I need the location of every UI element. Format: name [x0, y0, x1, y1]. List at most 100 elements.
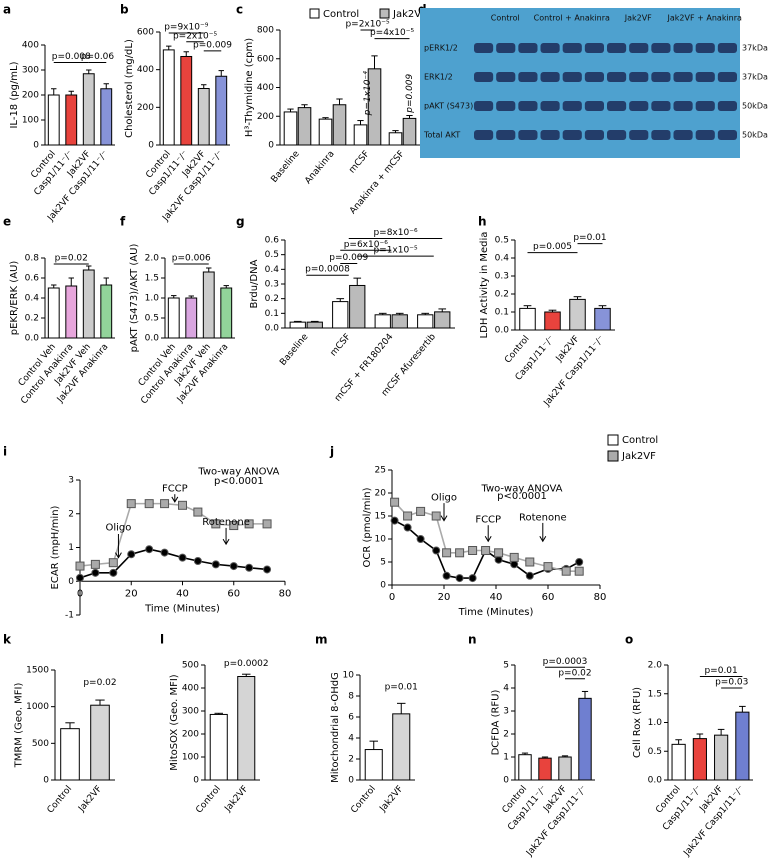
blot-column-label: Control + Anakinra [534, 14, 610, 23]
y-tick-label: 3 [68, 476, 74, 486]
marker [193, 557, 202, 565]
bar [332, 104, 347, 146]
x-tick-label: mCSF [329, 332, 353, 358]
blot-band [673, 43, 693, 53]
y-tick-label: 0.4 [25, 294, 40, 304]
marker [561, 566, 571, 576]
y-tick-label: 200 [22, 91, 39, 101]
annotation: Two-way ANOVA [480, 483, 562, 494]
y-tick-label: 800 [257, 26, 274, 36]
panel-letter: l [160, 633, 164, 647]
panel-letter: f [120, 215, 126, 229]
bar [209, 713, 228, 781]
annotation: p=6x10⁻⁶ [344, 240, 389, 250]
marker [263, 565, 272, 574]
bar [220, 287, 233, 339]
x-tick-label: Control [349, 784, 378, 815]
bar [283, 111, 298, 146]
y-tick-label: 0 [68, 577, 74, 587]
blot-band [651, 130, 671, 140]
y-tick-label: 200 [137, 103, 154, 113]
x-tick-label: Control [46, 784, 75, 815]
annotation: Rotenone [519, 512, 567, 523]
bar [518, 754, 532, 781]
panel-letter: o [625, 633, 633, 647]
annotation: p=0.06 [81, 52, 115, 62]
blot-band [717, 43, 737, 53]
blot-band [717, 130, 737, 140]
blot-band [474, 101, 494, 111]
panel-letter: e [3, 215, 11, 229]
legend-swatch [309, 8, 320, 19]
y-tick-label: 200 [182, 730, 199, 740]
y-tick-label: 400 [257, 83, 274, 93]
panel-letter: n [468, 633, 477, 647]
panel-letter: k [3, 633, 12, 647]
legend-swatch [607, 450, 619, 462]
bar [578, 697, 592, 781]
legend-swatch [607, 434, 619, 446]
y-axis-title: Mitochondrial 8-OHdG [330, 672, 341, 783]
panel-letter: a [3, 3, 11, 17]
bar [349, 284, 366, 329]
series-line [79, 502, 268, 567]
marker [211, 560, 220, 569]
bar [364, 749, 383, 781]
y-axis-title: pEKR/ERK (AU) [9, 261, 20, 336]
annotation: p=2x10⁻⁵ [345, 20, 390, 30]
bar [388, 132, 403, 146]
y-tick-label: 5 [380, 558, 386, 568]
annotation: p<0.0001 [214, 476, 264, 487]
annotation: p=0.03 [715, 678, 748, 688]
annotation: p=0.005 [533, 242, 572, 252]
marker [229, 562, 238, 571]
y-tick-label: 4 [503, 684, 509, 694]
annotation: p=0.0002 [224, 659, 269, 669]
y-tick-label: 6 [348, 713, 354, 723]
annotation: p=2x10⁻⁵ [173, 31, 218, 41]
bar [402, 117, 417, 146]
y-tick-label: 20 [375, 489, 387, 499]
y-tick-label: 0 [43, 776, 49, 786]
blot-band [584, 72, 604, 82]
marker [431, 511, 441, 521]
blot-column-label: Control [491, 14, 520, 23]
bar [180, 55, 193, 146]
bar [374, 314, 391, 329]
y-axis-title: Cell Rox (RFU) [632, 687, 643, 758]
marker [109, 568, 118, 577]
bar [353, 124, 368, 146]
marker [178, 553, 187, 562]
bar [60, 728, 80, 781]
y-tick-label: 0.0 [495, 326, 510, 336]
y-tick-label: 0.2 [495, 290, 509, 300]
blot-size-label: 37kDa [742, 44, 768, 53]
legend-label: Control [622, 435, 658, 446]
y-tick-label: 1 [68, 543, 74, 553]
x-tick-label: mCSF [347, 149, 371, 175]
bar [671, 743, 686, 781]
blot-row-label: pAKT (S473) [424, 102, 473, 111]
blot-band [540, 130, 560, 140]
marker [442, 548, 452, 558]
x-tick-label: 80 [279, 588, 292, 599]
legend-label: Jak2VF [621, 451, 656, 462]
blot-band [695, 72, 715, 82]
y-tick-label: 4 [348, 734, 354, 744]
blot-band [651, 72, 671, 82]
y-tick-label: 500 [32, 739, 49, 749]
y-tick-label: 0.4 [265, 265, 280, 275]
annotation: p=0.02 [83, 678, 116, 688]
blot-band [629, 101, 649, 111]
y-tick-label: 400 [137, 65, 154, 75]
x-tick-label: 60 [542, 592, 555, 603]
y-tick-label: 0.6 [25, 274, 40, 284]
marker [211, 519, 221, 529]
marker [75, 561, 85, 571]
marker [160, 548, 169, 557]
blot-band [673, 72, 693, 82]
annotation: Oligo [431, 493, 457, 504]
y-tick-label: 0.4 [495, 254, 510, 264]
y-tick-label: 5 [503, 661, 509, 671]
